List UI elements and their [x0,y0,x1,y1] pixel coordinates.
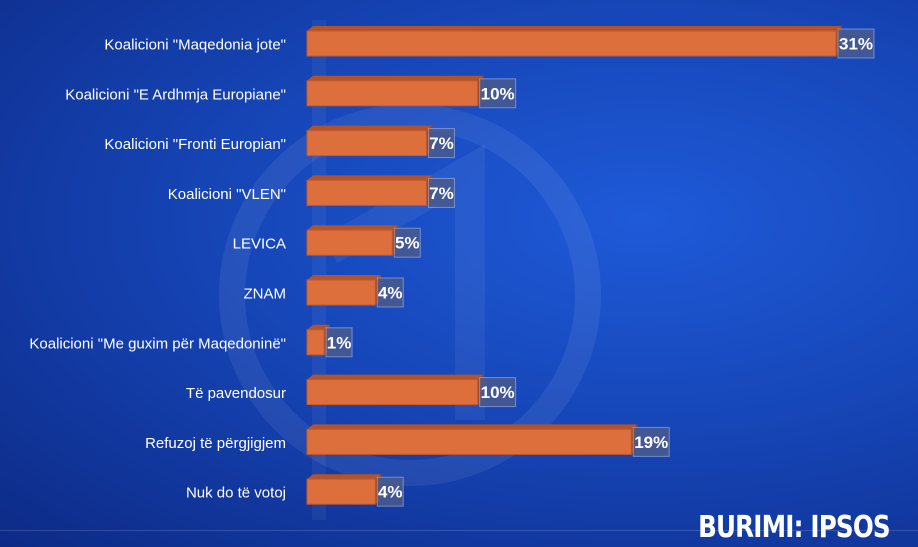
source-label: BURIMI: IPSOS [698,510,891,545]
bar [306,229,393,256]
data-label-box [632,426,670,457]
data-label: 31% [839,35,873,54]
category-label: Koalicioni "Maqedonia jote" [104,37,286,54]
bar [306,428,632,455]
bar-top-face [307,275,382,280]
bar-top-face [307,225,399,231]
bar [306,329,325,356]
bar-top-face [307,125,433,131]
data-label: 4% [378,284,403,303]
bar [306,30,837,57]
category-label: Të pavendosur [186,385,286,402]
bar [306,179,427,206]
bar-top-face [307,374,484,380]
data-label-box [427,128,455,159]
bar-top-face [307,26,842,31]
data-label: 4% [378,483,403,502]
category-label: Koalicioni "Fronti Europian" [104,136,286,153]
data-label: 7% [429,134,454,153]
data-label-box [479,377,517,408]
bar-top-face [307,175,433,181]
bar [306,478,376,505]
bar-top-face [307,474,382,480]
category-label: Refuzoj të përgjigjem [145,435,286,452]
data-label: 5% [395,234,420,253]
bar [306,279,376,306]
data-label: 10% [481,383,515,402]
category-label: ZNAM [244,286,287,303]
bar [306,130,427,157]
category-label: Koalicioni "VLEN" [168,186,286,203]
data-label-box [837,28,875,59]
category-label: Nuk do të votoj [186,485,286,502]
bar [306,379,479,406]
category-label: Koalicioni "Me guxim për Maqedoninë" [29,335,286,352]
data-label: 19% [634,433,668,452]
category-label: Koalicioni "E Ardhmja Europiane" [65,86,286,103]
bar-top-face [307,75,484,81]
data-label-box [427,177,455,208]
category-label: LEVICA [233,236,286,253]
divider [0,530,918,531]
bar [306,80,479,107]
data-label: 1% [327,333,352,352]
data-label-box [376,277,404,308]
data-label-box [325,327,353,358]
bar-top-face [307,324,331,330]
data-label: 10% [481,84,515,103]
data-label-box [479,78,517,109]
data-label: 7% [429,184,454,203]
bar-top-face [307,424,638,430]
data-label-box [376,476,404,507]
data-label-box [393,227,421,258]
